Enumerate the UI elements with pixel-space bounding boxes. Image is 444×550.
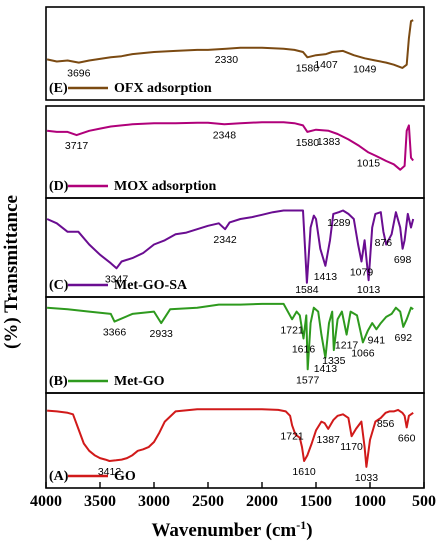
- x-tick-label: 500: [412, 493, 436, 510]
- peak-label: 1580: [296, 137, 320, 149]
- x-tick-label: 1000: [354, 493, 386, 510]
- legend-label: Met-GO: [114, 374, 165, 389]
- x-axis-title-main: Wavenumber (cm: [151, 520, 296, 541]
- peak-label: 1413: [314, 363, 338, 375]
- legend-label: GO: [114, 469, 136, 484]
- legend-letter: (A): [49, 469, 69, 484]
- legend-letter: (E): [49, 81, 68, 96]
- peak-label: 1721: [280, 324, 304, 336]
- peak-label: 1217: [335, 340, 359, 352]
- x-axis-title: Wavenumber (cm-1): [151, 518, 312, 541]
- peak-label: 1387: [317, 434, 341, 446]
- legend-label: MOX adsorption: [114, 179, 217, 194]
- peak-label: 1383: [317, 136, 341, 148]
- peak-label: 1015: [357, 157, 381, 169]
- peak-label: 1610: [292, 466, 316, 478]
- series-line: [47, 302, 414, 371]
- peak-label: 876: [375, 237, 393, 249]
- x-axis-title-sup: -1: [296, 518, 306, 532]
- peak-label: 2348: [213, 129, 237, 141]
- peak-label: 1413: [314, 271, 338, 283]
- panel-frame: [45, 6, 425, 101]
- peak-label: 1170: [340, 441, 363, 453]
- series-line: [46, 19, 414, 69]
- legend-label: Met-GO-SA: [114, 278, 188, 293]
- peak-label: 1580: [296, 62, 320, 74]
- peak-label: 1066: [351, 347, 375, 359]
- x-tick-label: 2500: [192, 493, 224, 510]
- peak-label: 1616: [292, 344, 316, 356]
- peak-label: 1289: [327, 217, 351, 229]
- peak-label: 3696: [67, 68, 91, 80]
- legend-label: OFX adsorption: [114, 81, 212, 96]
- peak-label: 692: [395, 332, 413, 344]
- series-line: [47, 408, 414, 468]
- peak-label: 1577: [296, 374, 320, 386]
- panel-frame: [45, 392, 425, 489]
- peak-label: 3366: [103, 327, 127, 339]
- peak-label: 3347: [105, 273, 129, 285]
- peak-label: 3717: [65, 140, 89, 152]
- panel-frame: [45, 197, 425, 298]
- series-line: [46, 209, 415, 284]
- peak-label: 1033: [355, 472, 379, 484]
- peak-label: 2330: [215, 54, 239, 66]
- peak-label: 2342: [213, 234, 237, 246]
- x-tick-label: 1500: [300, 493, 332, 510]
- x-tick-label: 3500: [84, 493, 116, 510]
- legend-letter: (C): [49, 278, 69, 293]
- peak-label: 856: [377, 418, 395, 430]
- peak-label: 1721: [280, 430, 304, 442]
- series-line: [46, 121, 414, 171]
- peak-label: 1407: [314, 59, 338, 71]
- x-axis: 4000 3500 3000 2500 2000 1500 1000 500: [30, 482, 436, 510]
- legend-letter: (B): [49, 374, 68, 389]
- peak-label: 1049: [353, 63, 377, 75]
- x-axis-title-close: ): [306, 520, 312, 541]
- x-tick-label: 4000: [30, 493, 62, 510]
- peak-label: 1079: [350, 267, 374, 279]
- peak-label: 1335: [322, 355, 346, 367]
- y-axis-title: (%) Transmittance: [1, 195, 22, 349]
- peak-label: 941: [368, 334, 386, 346]
- peak-label: 1584: [295, 284, 319, 296]
- peak-label: 660: [398, 432, 416, 444]
- peak-label: 2933: [150, 328, 174, 340]
- x-tick-label: 3000: [138, 493, 170, 510]
- peak-label: 698: [394, 254, 412, 266]
- legend-letter: (D): [49, 179, 69, 194]
- peak-label: 1013: [357, 284, 381, 296]
- x-tick-label: 2000: [246, 493, 278, 510]
